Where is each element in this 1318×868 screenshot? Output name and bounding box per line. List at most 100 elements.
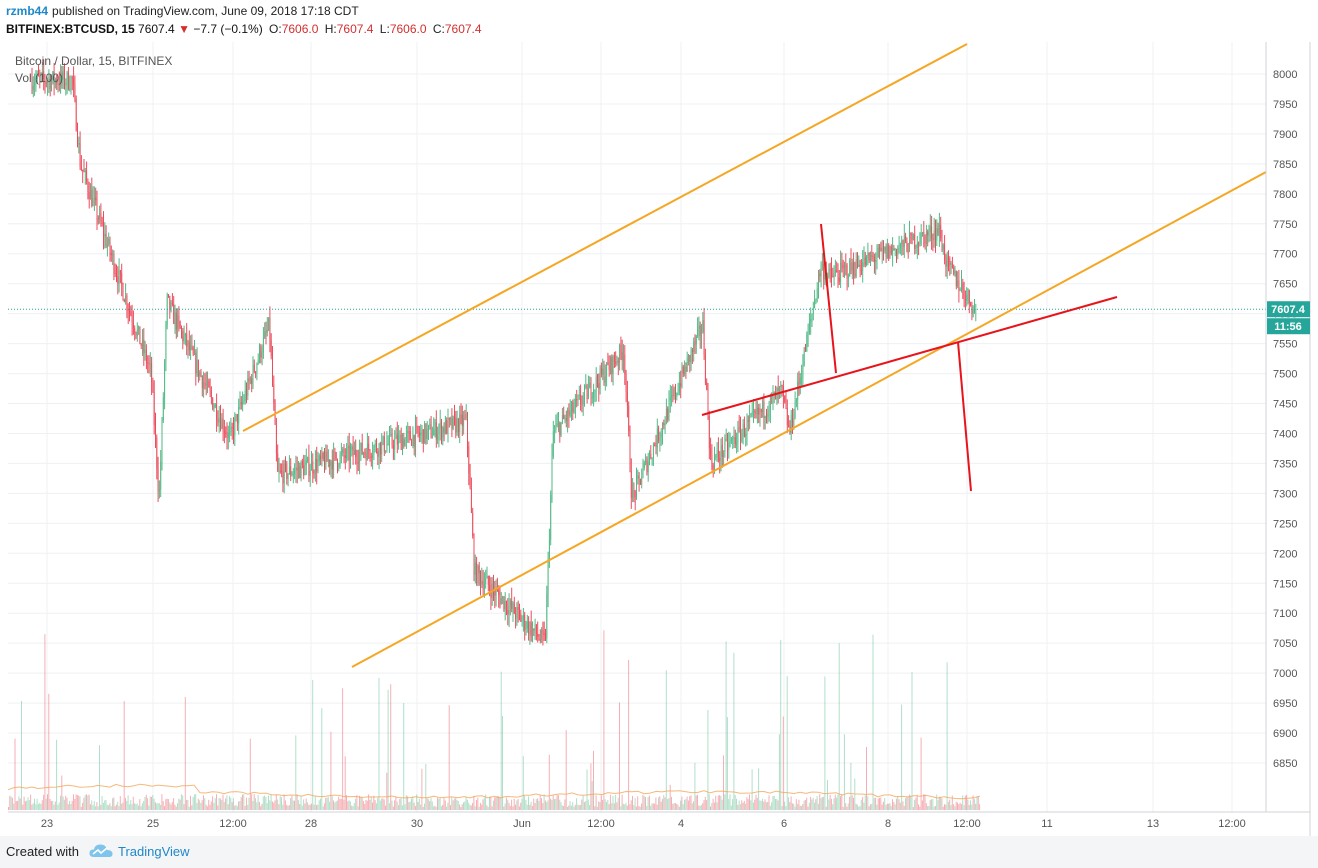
candle-body[interactable] [905, 235, 907, 242]
candle-body[interactable] [372, 454, 374, 458]
candle-body[interactable] [426, 429, 428, 439]
candle-body[interactable] [733, 436, 735, 438]
candle-body[interactable] [291, 474, 293, 476]
candle-body[interactable] [608, 365, 610, 371]
candle-body[interactable] [788, 425, 790, 427]
candle-body[interactable] [723, 452, 725, 457]
candle-body[interactable] [676, 393, 678, 397]
candle-body[interactable] [975, 309, 977, 311]
candlesticks[interactable] [31, 59, 977, 646]
candle-body[interactable] [638, 475, 640, 479]
candle-body[interactable] [38, 73, 39, 76]
candle-body[interactable] [234, 418, 236, 436]
candle-body[interactable] [586, 385, 588, 399]
candle-body[interactable] [499, 595, 501, 605]
candle-body[interactable] [842, 265, 844, 268]
candle-body[interactable] [121, 273, 123, 285]
candle-body[interactable] [507, 609, 509, 615]
candle-body[interactable] [204, 382, 206, 385]
candle-body[interactable] [883, 248, 884, 251]
candle-body[interactable] [928, 232, 930, 236]
candle-body[interactable] [160, 461, 162, 490]
candle-body[interactable] [766, 416, 767, 418]
candle-body[interactable] [790, 415, 792, 433]
candle-body[interactable] [760, 409, 762, 412]
candle-body[interactable] [741, 432, 743, 442]
candle-body[interactable] [538, 636, 540, 640]
candle-body[interactable] [296, 467, 298, 471]
candle-body[interactable] [708, 416, 710, 449]
candle-body[interactable] [454, 416, 455, 418]
candle-body[interactable] [517, 607, 519, 610]
candle-body[interactable] [876, 256, 878, 261]
candle-body[interactable] [374, 443, 376, 447]
candle-body[interactable] [569, 410, 571, 416]
candle-body[interactable] [82, 169, 84, 172]
candle-body[interactable] [847, 276, 849, 279]
candle-body[interactable] [253, 364, 255, 372]
candle-body[interactable] [875, 260, 877, 263]
candle-body[interactable] [673, 388, 675, 396]
candle-body[interactable] [416, 426, 418, 428]
candle-body[interactable] [747, 420, 749, 422]
candle-body[interactable] [568, 409, 570, 416]
candle-body[interactable] [884, 247, 886, 251]
candle-body[interactable] [156, 437, 158, 469]
candle-body[interactable] [266, 329, 268, 333]
candle-body[interactable] [632, 490, 634, 498]
candle-body[interactable] [589, 382, 591, 388]
candle-body[interactable] [912, 234, 914, 240]
candle-body[interactable] [689, 355, 691, 362]
candle-body[interactable] [769, 395, 771, 411]
candle-body[interactable] [457, 419, 459, 433]
drawings[interactable] [8, 43, 1267, 668]
candle-body[interactable] [56, 79, 58, 85]
candle-body[interactable] [671, 395, 673, 398]
candle-body[interactable] [460, 414, 462, 416]
candle-body[interactable] [610, 357, 611, 371]
candle-body[interactable] [352, 446, 354, 455]
candle-body[interactable] [506, 601, 507, 610]
candle-body[interactable] [933, 230, 935, 241]
candle-body[interactable] [613, 355, 615, 362]
candle-body[interactable] [225, 432, 227, 434]
candle-body[interactable] [649, 453, 650, 462]
candle-body[interactable] [630, 471, 632, 498]
candle-body[interactable] [257, 359, 259, 364]
candle-body[interactable] [936, 228, 938, 241]
candle-body[interactable] [903, 235, 905, 247]
candle-body[interactable] [265, 331, 267, 333]
candle-body[interactable] [101, 222, 103, 225]
candle-body[interactable] [543, 633, 545, 636]
candle-body[interactable] [93, 197, 95, 199]
candle-body[interactable] [685, 366, 687, 372]
candle-body[interactable] [74, 85, 76, 99]
candle-body[interactable] [626, 392, 628, 406]
candle-body[interactable] [841, 262, 843, 266]
candle-body[interactable] [556, 423, 558, 427]
candle-body[interactable] [870, 255, 871, 261]
candle-body[interactable] [474, 562, 476, 576]
candle-body[interactable] [208, 380, 210, 387]
candle-body[interactable] [617, 360, 619, 363]
candle-body[interactable] [898, 248, 900, 250]
candle-body[interactable] [117, 276, 119, 284]
candle-body[interactable] [938, 224, 940, 235]
candle-body[interactable] [425, 423, 427, 439]
candle-body[interactable] [240, 402, 242, 405]
candle-body[interactable] [655, 444, 657, 448]
candle-body[interactable] [64, 71, 65, 86]
candle-body[interactable] [430, 424, 432, 438]
candle-body[interactable] [918, 243, 920, 245]
candle-body[interactable] [545, 635, 546, 639]
candle-body[interactable] [175, 312, 177, 330]
candle-body[interactable] [262, 337, 264, 353]
candle-body[interactable] [350, 450, 351, 461]
candle-body[interactable] [659, 436, 661, 441]
candle-body[interactable] [714, 456, 715, 470]
candle-body[interactable] [226, 433, 228, 439]
candle-body[interactable] [742, 424, 744, 433]
candle-body[interactable] [945, 260, 947, 267]
candle-body[interactable] [77, 130, 78, 145]
candle-body[interactable] [441, 422, 442, 438]
